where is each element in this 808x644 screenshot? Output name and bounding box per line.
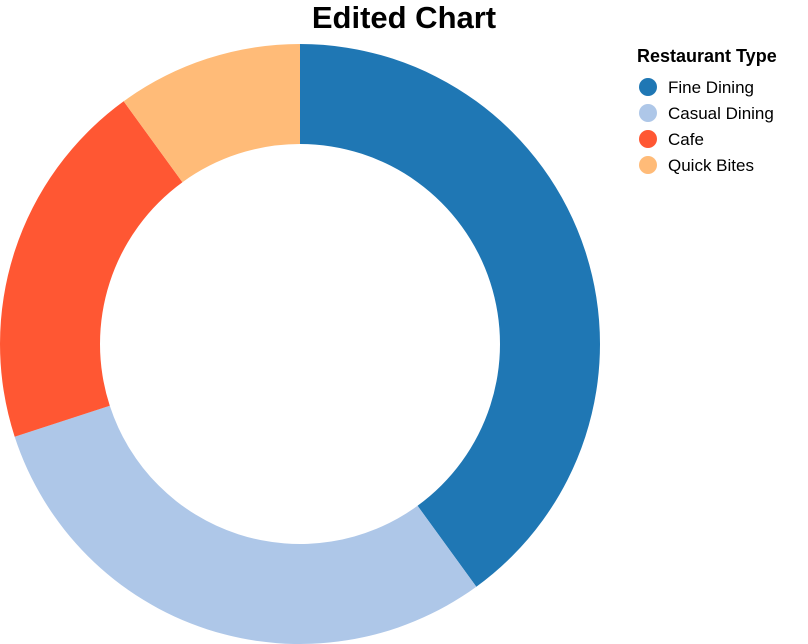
legend-label: Quick Bites <box>668 156 754 175</box>
legend-item: Quick Bites <box>639 156 754 175</box>
legend-label: Casual Dining <box>668 104 774 123</box>
legend-item: Cafe <box>639 130 704 149</box>
legend-item: Fine Dining <box>639 78 754 97</box>
slice-quick-bites <box>123 44 300 183</box>
legend-items: Fine Dining Casual Dining Cafe Quick Bites <box>639 78 774 175</box>
legend-label: Fine Dining <box>668 78 754 97</box>
legend-swatch <box>639 78 657 96</box>
legend-title: Restaurant Type <box>637 46 777 66</box>
legend-label: Cafe <box>668 130 704 149</box>
legend-swatch <box>639 104 657 122</box>
legend-swatch <box>639 156 657 174</box>
legend-swatch <box>639 130 657 148</box>
chart-title: Edited Chart <box>312 0 496 35</box>
slice-fine-dining <box>300 44 600 587</box>
legend: Restaurant Type Fine Dining Casual Dining… <box>637 46 777 175</box>
legend-item: Casual Dining <box>639 104 774 123</box>
slices-group <box>0 44 600 644</box>
slice-cafe <box>0 101 183 437</box>
slice-casual-dining <box>14 405 477 644</box>
